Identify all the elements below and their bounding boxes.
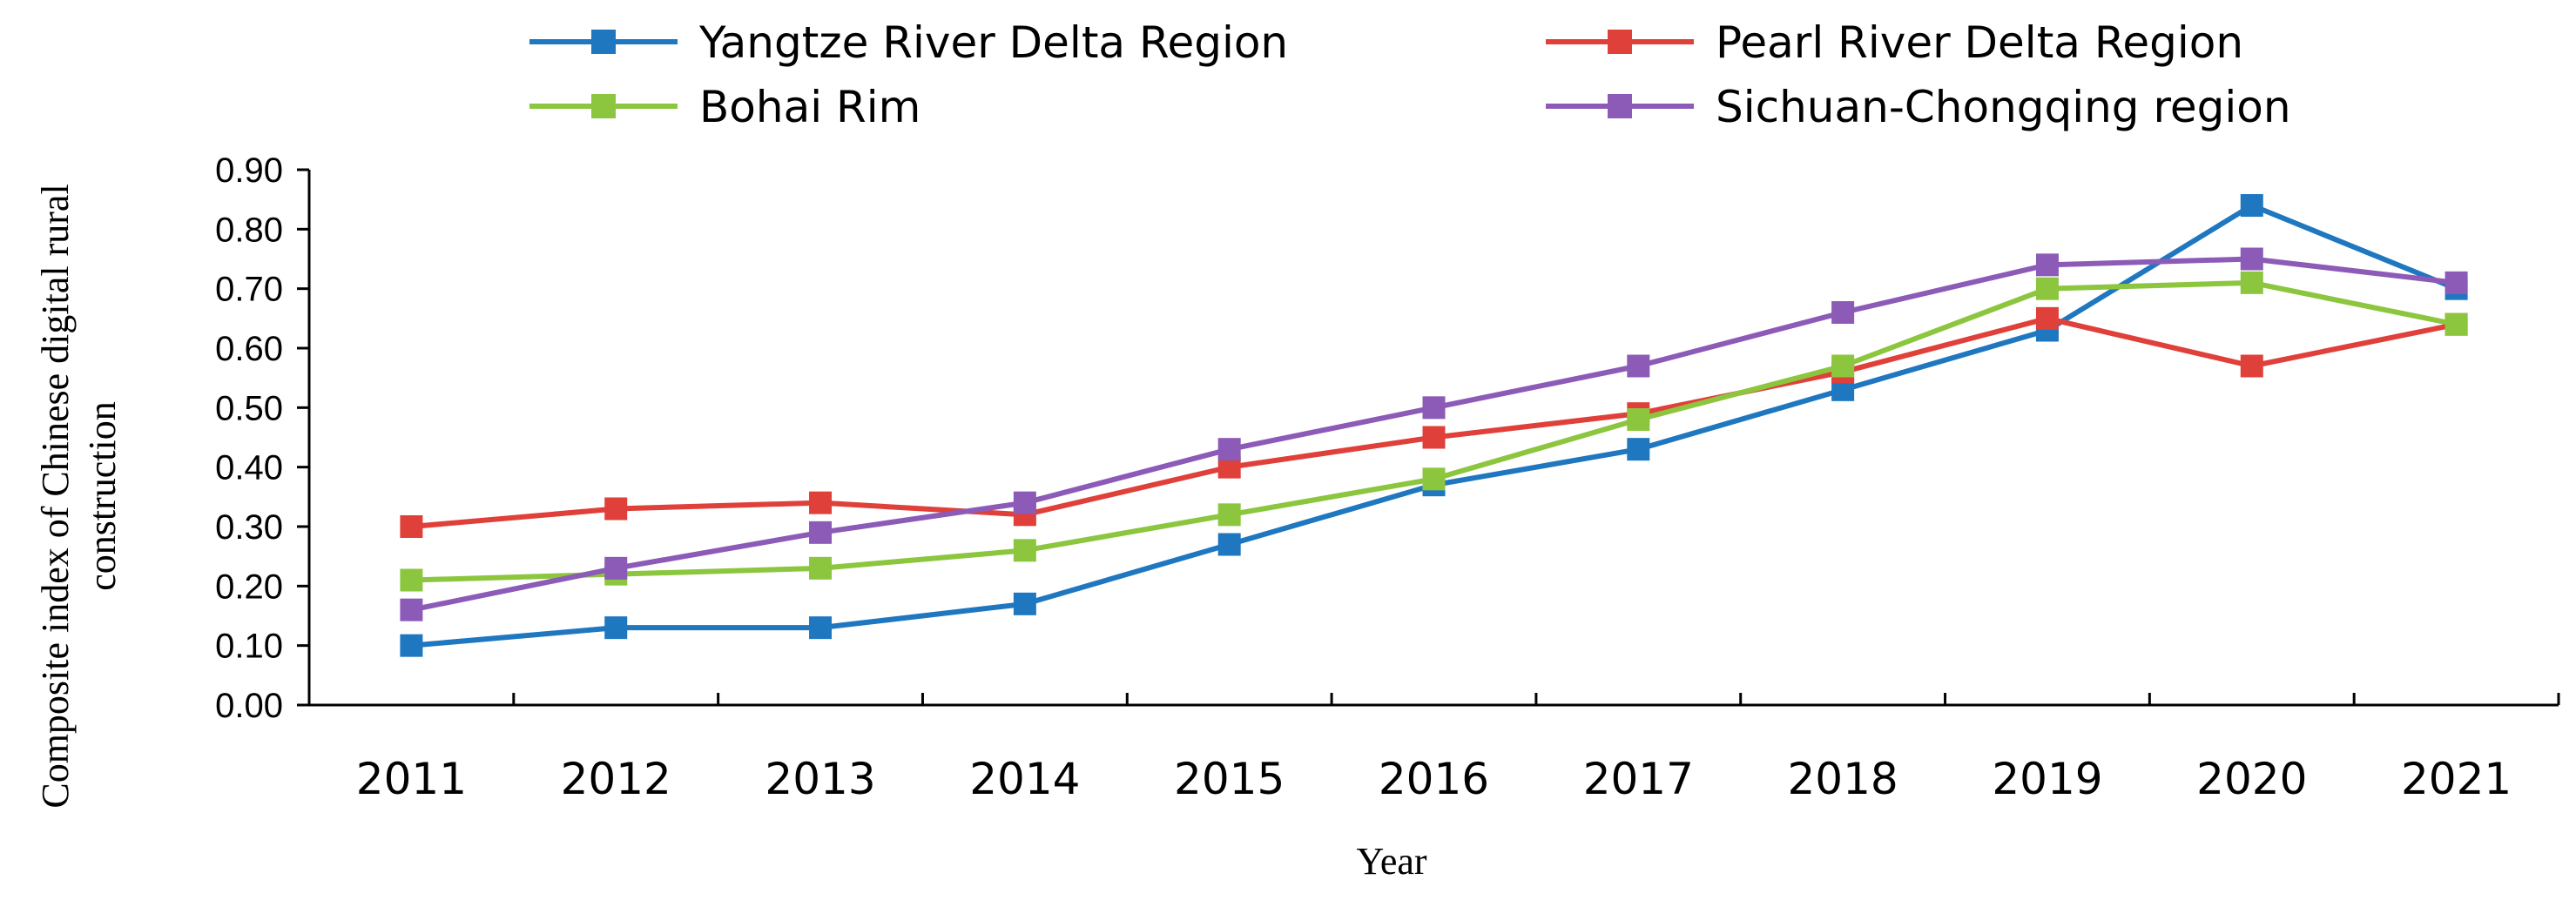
x-tick-label: 2011 — [356, 754, 467, 804]
x-tick-label: 2016 — [1379, 754, 1489, 804]
data-point — [2240, 354, 2263, 378]
data-point — [1422, 467, 1446, 491]
legend-item: Sichuan-Chongqing region — [1546, 82, 2291, 132]
data-point — [1627, 354, 1650, 378]
y-tick-label: 0.40 — [215, 449, 283, 487]
data-point — [604, 497, 628, 521]
data-point — [2240, 194, 2263, 217]
y-tick-label: 0.00 — [215, 687, 283, 725]
legend-label: Yangtze River Delta Region — [698, 17, 1288, 68]
data-point — [1013, 592, 1036, 615]
y-tick-label: 0.90 — [215, 151, 283, 190]
legend-swatch-marker — [1608, 30, 1632, 54]
legend-item: Yangtze River Delta Region — [529, 17, 1288, 68]
legend-label: Sichuan-Chongqing region — [1716, 82, 2291, 132]
data-point — [1627, 408, 1650, 431]
data-point — [1831, 354, 1855, 378]
y-tick-label: 0.70 — [215, 271, 283, 309]
series-line — [411, 203, 2458, 648]
x-tick-label: 2017 — [1583, 754, 1694, 804]
data-point — [1217, 438, 1241, 461]
data-point — [1013, 539, 1036, 562]
data-point — [1217, 533, 1241, 556]
x-tick-labels: 2011 2012 2013 2014 2015 2016 2017 2018 2019 2020… — [356, 754, 2512, 804]
data-point — [1217, 503, 1241, 527]
legend-swatch-marker — [591, 94, 616, 118]
x-axis-title: Year — [1356, 840, 1426, 883]
data-point — [809, 521, 833, 544]
data-point — [809, 491, 833, 514]
x-tick-label: 2020 — [2196, 754, 2307, 804]
data-point — [2445, 312, 2468, 336]
x-tick-label: 2019 — [1992, 754, 2102, 804]
data-point — [1422, 396, 1446, 420]
x-tick-label: 2018 — [1788, 754, 1898, 804]
data-point — [2035, 253, 2059, 277]
data-point — [2445, 271, 2468, 294]
legend-item: Bohai Rim — [529, 82, 920, 132]
data-point — [400, 568, 423, 592]
data-point — [400, 515, 423, 538]
legend-swatch-marker — [1608, 94, 1632, 118]
x-tick-label: 2013 — [765, 754, 875, 804]
y-tick-label: 0.80 — [215, 211, 283, 249]
y-axis-title-line2: construction — [81, 401, 124, 591]
data-point — [2240, 247, 2263, 271]
data-point — [400, 598, 423, 621]
y-axis-title: Composite index of Chinese digital rural… — [34, 184, 124, 808]
data-point — [1013, 491, 1036, 514]
y-tick-labels: 0.00 0.10 0.20 0.30 0.40 0.50 0.60 0.70 0.80 0.90 — [215, 151, 283, 725]
data-point — [2240, 271, 2263, 294]
series-layer — [400, 194, 2468, 657]
y-tick-label: 0.10 — [215, 628, 283, 666]
y-tick-label: 0.30 — [215, 508, 283, 547]
legend-label: Bohai Rim — [699, 82, 920, 132]
x-tick-label: 2015 — [1174, 754, 1285, 804]
x-tick-label: 2012 — [561, 754, 671, 804]
data-point — [809, 616, 833, 640]
y-tick-label: 0.50 — [215, 389, 283, 427]
series-sichuan-chongqing-region — [400, 247, 2468, 621]
legend-item: Pearl River Delta Region — [1546, 17, 2243, 68]
data-point — [1422, 426, 1446, 449]
legend-label: Pearl River Delta Region — [1716, 17, 2243, 68]
y-tick-label: 0.60 — [215, 330, 283, 368]
data-point — [2035, 306, 2059, 330]
data-point — [604, 556, 628, 580]
data-point — [2035, 277, 2059, 300]
series-pearl-river-delta-region — [400, 306, 2468, 538]
x-tick-label: 2021 — [2401, 754, 2512, 804]
data-point — [1627, 438, 1650, 461]
data-point — [604, 616, 628, 640]
data-point — [1831, 301, 1855, 324]
y-axis-title-line1: Composite index of Chinese digital rural — [34, 184, 77, 808]
axes — [297, 168, 2560, 707]
data-point — [400, 634, 423, 657]
legend: Yangtze River Delta Region Pearl River De… — [529, 17, 2291, 132]
data-point — [809, 556, 833, 580]
legend-swatch-marker — [591, 30, 616, 54]
x-tick-label: 2014 — [969, 754, 1080, 804]
y-tick-label: 0.20 — [215, 568, 283, 606]
